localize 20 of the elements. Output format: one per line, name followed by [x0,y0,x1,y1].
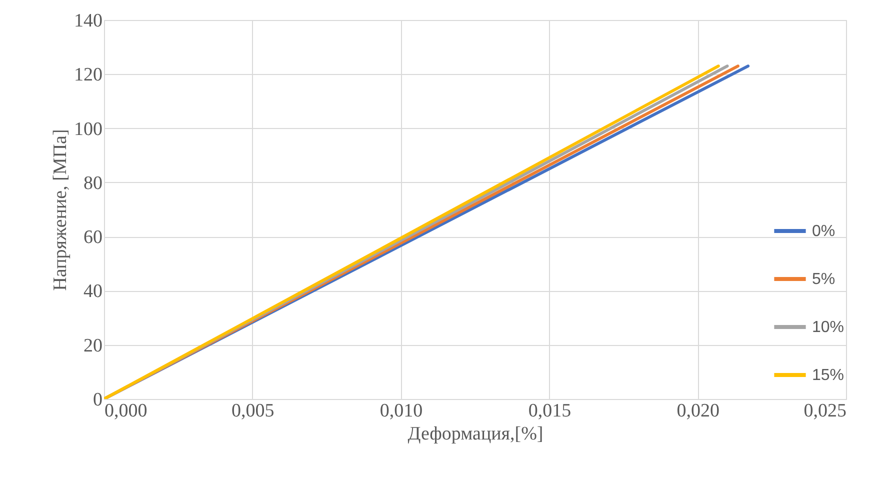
legend-label: 0% [812,223,836,240]
y-tick-label: 80 [84,172,102,194]
legend-label: 5% [812,271,836,288]
y-tick-label: 40 [84,281,102,302]
y-axis-title: Напряжение, [МПа] [50,129,71,291]
x-tick-label: 0,025 [804,400,846,422]
y-tick-label: 0 [93,390,102,410]
x-axis-title: Деформация,[%] [408,424,544,444]
y-tick-label: 20 [84,335,102,356]
x-tick-label: 0,000 [104,400,148,422]
y-tick-label: 140 [74,10,102,32]
x-tick-label: 0,005 [232,400,274,422]
legend-label: 10% [812,319,844,336]
y-tick-label: 120 [74,64,102,86]
x-tick-label: 0,010 [380,400,423,422]
x-tick-label: 0,020 [676,400,720,422]
legend-label: 15% [812,367,844,384]
y-tick-label: 60 [84,227,102,248]
y-tick-label: 100 [74,118,102,140]
x-tick-label: 0,015 [528,400,572,422]
